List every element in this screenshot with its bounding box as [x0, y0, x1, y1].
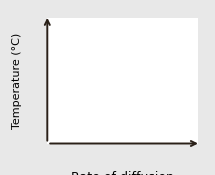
Text: Rate of diffusion: Rate of diffusion	[71, 171, 174, 175]
Text: Temperature (°C): Temperature (°C)	[12, 32, 22, 129]
